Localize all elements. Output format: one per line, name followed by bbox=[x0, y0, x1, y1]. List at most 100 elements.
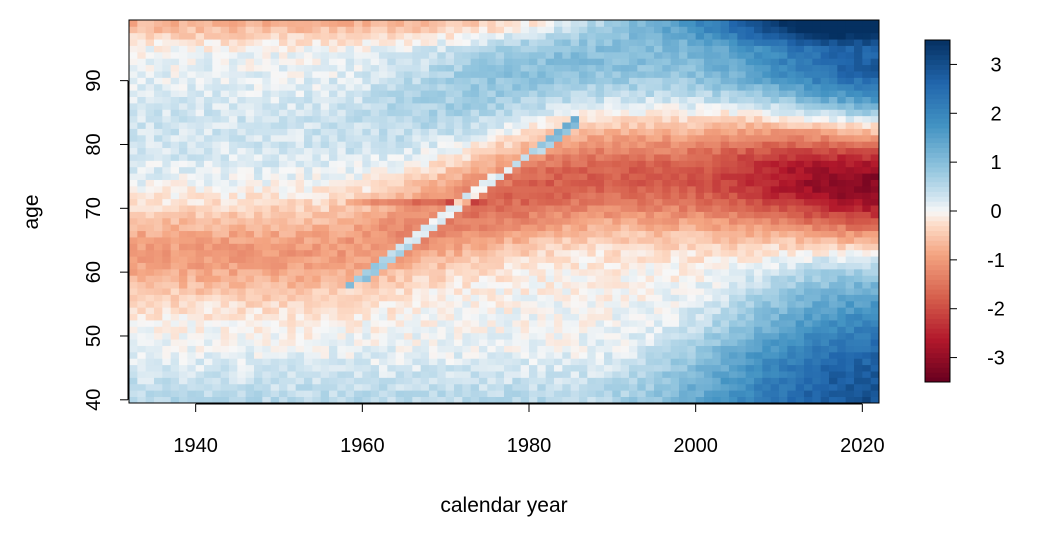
heatmap-cell bbox=[729, 154, 738, 161]
heatmap-cell bbox=[679, 83, 688, 91]
heatmap-cell bbox=[345, 83, 355, 91]
heatmap-cell bbox=[504, 351, 513, 359]
heatmap-cell bbox=[520, 307, 530, 315]
heatmap-cell bbox=[704, 351, 713, 359]
heatmap-cell bbox=[770, 275, 780, 283]
heatmap-cell bbox=[304, 371, 313, 378]
heatmap-cell bbox=[495, 185, 505, 193]
heatmap-cell bbox=[729, 134, 738, 142]
heatmap-cell bbox=[737, 217, 747, 225]
heatmap-cell bbox=[654, 217, 663, 225]
heatmap-cell bbox=[387, 230, 397, 238]
heatmap-cell bbox=[645, 134, 655, 142]
heatmap-cell bbox=[579, 205, 588, 212]
heatmap-cell bbox=[779, 288, 788, 295]
heatmap-cell bbox=[779, 313, 788, 321]
heatmap-cell bbox=[637, 64, 647, 72]
heatmap-cell bbox=[320, 147, 330, 155]
heatmap-cell bbox=[254, 141, 263, 149]
heatmap-cell bbox=[670, 211, 680, 219]
heatmap-cell bbox=[262, 32, 272, 40]
heatmap-cell bbox=[212, 71, 222, 78]
heatmap-cell bbox=[645, 230, 655, 238]
heatmap-cell bbox=[487, 26, 497, 34]
heatmap-cell bbox=[637, 396, 647, 404]
heatmap-cell bbox=[645, 71, 655, 78]
heatmap-cell bbox=[412, 275, 422, 283]
heatmap-cell bbox=[270, 109, 280, 117]
heatmap-cell bbox=[312, 300, 322, 308]
heatmap-cell bbox=[654, 185, 663, 193]
heatmap-cell bbox=[720, 320, 730, 327]
heatmap-cell bbox=[662, 332, 672, 340]
heatmap-cell bbox=[370, 205, 380, 212]
heatmap-cell bbox=[279, 115, 288, 123]
heatmap-cell bbox=[787, 262, 797, 270]
heatmap-cell bbox=[179, 256, 188, 263]
heatmap-cell bbox=[620, 64, 630, 72]
heatmap-cell bbox=[354, 102, 363, 110]
heatmap-cell bbox=[795, 122, 805, 129]
heatmap-cell bbox=[729, 390, 738, 398]
heatmap-cell bbox=[162, 313, 172, 321]
heatmap-cell bbox=[270, 217, 280, 225]
heatmap-cell bbox=[595, 71, 605, 78]
heatmap-cell bbox=[737, 326, 747, 334]
heatmap-cell bbox=[695, 51, 705, 59]
heatmap-cell bbox=[254, 396, 263, 404]
heatmap-cell bbox=[545, 390, 555, 398]
heatmap-cell bbox=[662, 154, 672, 161]
heatmap-cell bbox=[170, 332, 180, 340]
heatmap-cell bbox=[720, 237, 730, 244]
heatmap-cell bbox=[645, 377, 655, 385]
heatmap-cell bbox=[479, 39, 488, 46]
heatmap-cell bbox=[379, 351, 388, 359]
heatmap-cell bbox=[670, 237, 680, 244]
heatmap-cell bbox=[820, 396, 830, 404]
heatmap-cell bbox=[612, 83, 622, 91]
heatmap-cell bbox=[145, 39, 155, 46]
heatmap-cell bbox=[329, 26, 338, 34]
heatmap-cell bbox=[129, 320, 138, 327]
heatmap-cell bbox=[695, 268, 705, 276]
heatmap-cell bbox=[604, 326, 613, 334]
heatmap-cell bbox=[779, 358, 788, 366]
heatmap-cell bbox=[529, 332, 538, 340]
heatmap-cell bbox=[679, 166, 688, 174]
heatmap-cell bbox=[604, 275, 613, 283]
heatmap-cell bbox=[312, 96, 322, 104]
heatmap-cell bbox=[812, 217, 822, 225]
heatmap-cell bbox=[429, 256, 438, 263]
heatmap-cell bbox=[462, 358, 472, 366]
heatmap-cell bbox=[195, 237, 205, 244]
heatmap-cell bbox=[337, 396, 347, 404]
heatmap-cell bbox=[387, 147, 397, 155]
heatmap-cell bbox=[479, 147, 488, 155]
heatmap-cell bbox=[237, 364, 247, 372]
heatmap-cell bbox=[312, 281, 322, 289]
heatmap-cell bbox=[762, 377, 772, 385]
heatmap-cell bbox=[370, 109, 380, 117]
heatmap-cell bbox=[504, 51, 513, 59]
heatmap-cell bbox=[237, 230, 247, 238]
heatmap-cell bbox=[729, 173, 738, 180]
heatmap-cell bbox=[445, 173, 455, 180]
heatmap-cell bbox=[745, 288, 755, 295]
heatmap-cell bbox=[754, 141, 763, 149]
heatmap-cell bbox=[754, 160, 763, 168]
heatmap-cell bbox=[495, 294, 505, 302]
heatmap-cell bbox=[345, 205, 355, 212]
heatmap-cell bbox=[570, 275, 580, 283]
heatmap-cell bbox=[245, 237, 255, 244]
heatmap-cell bbox=[145, 281, 155, 289]
heatmap-cell bbox=[204, 377, 213, 385]
heatmap-cell bbox=[354, 20, 363, 27]
heatmap-cell bbox=[612, 390, 622, 398]
heatmap-cell bbox=[787, 313, 797, 321]
heatmap-cell bbox=[670, 256, 680, 263]
heatmap-cell bbox=[520, 249, 530, 257]
heatmap-cell bbox=[779, 364, 788, 372]
heatmap-cell bbox=[812, 173, 822, 180]
heatmap-cell bbox=[745, 20, 755, 27]
heatmap-cell bbox=[237, 51, 247, 59]
